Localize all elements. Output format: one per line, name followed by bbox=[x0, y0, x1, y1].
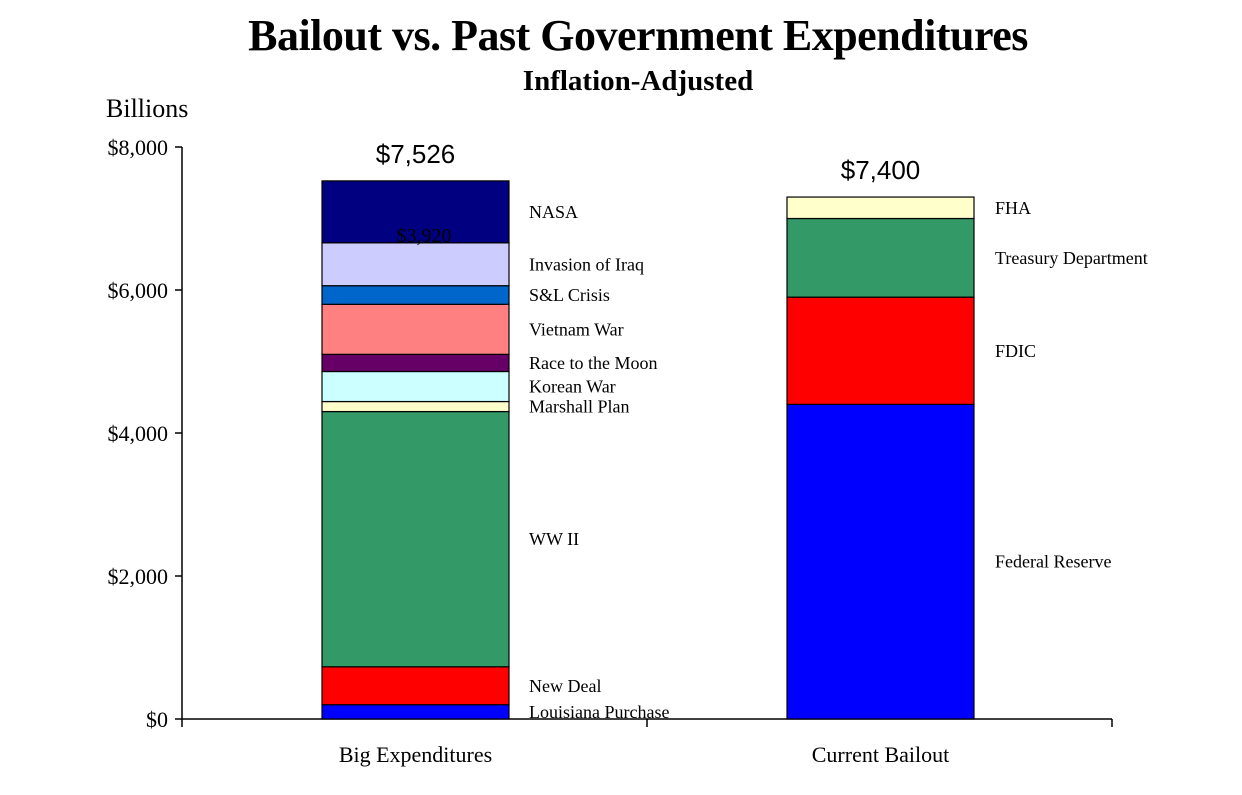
segment-label-nasa: NASA bbox=[529, 202, 578, 222]
segment-label-korean-war: Korean War bbox=[529, 377, 616, 397]
stray-value-label: $3,920 bbox=[397, 225, 452, 247]
segment-label-invasion-of-iraq: Invasion of Iraq bbox=[529, 254, 644, 274]
bar-segment-louisiana-purchase bbox=[321, 704, 510, 720]
segment-label-federal-reserve: Federal Reserve bbox=[995, 552, 1111, 572]
bar-segment-ww-ii bbox=[321, 410, 510, 668]
bar-segment-korean-war bbox=[321, 370, 510, 403]
bar-segment-marshall-plan bbox=[321, 400, 510, 413]
segment-label-fha: FHA bbox=[995, 198, 1031, 218]
x-tick-label: Current Bailout bbox=[812, 742, 949, 767]
total-label: $7,400 bbox=[841, 155, 921, 185]
y-tick-label: $6,000 bbox=[108, 278, 169, 303]
segment-label-louisiana-purchase: Louisiana Purchase bbox=[529, 702, 669, 722]
y-tick-label: $8,000 bbox=[108, 135, 169, 160]
bar-segment-race-to-the-moon bbox=[321, 353, 510, 373]
bars bbox=[321, 180, 975, 720]
bar-segment-fha bbox=[786, 196, 975, 220]
bar-segment-invasion-of-iraq bbox=[321, 242, 510, 287]
chart-subtitle: Inflation-Adjusted bbox=[522, 65, 754, 97]
bar-segment-vietnam-war bbox=[321, 303, 510, 355]
segment-label-marshall-plan: Marshall Plan bbox=[529, 397, 630, 417]
segment-label-fdic: FDIC bbox=[995, 341, 1036, 361]
bar-segment-federal-reserve bbox=[786, 403, 975, 720]
y-tick-label: $4,000 bbox=[108, 421, 169, 446]
y-tick-label: $2,000 bbox=[108, 564, 169, 589]
segment-label-sandl-crisis: S&L Crisis bbox=[529, 285, 610, 305]
chart-title: Bailout vs. Past Government Expenditures bbox=[248, 11, 1028, 60]
segment-labels: Louisiana Purchase New Deal WW II Marshall … bbox=[376, 139, 1148, 722]
segment-label-vietnam-war: Vietnam War bbox=[529, 319, 624, 339]
x-tick-label: Big Expenditures bbox=[339, 742, 492, 767]
segment-label-race-to-the-moon: Race to the Moon bbox=[529, 353, 657, 373]
bar-segment-new-deal bbox=[321, 666, 510, 706]
y-tick-label: $0 bbox=[146, 707, 168, 732]
bar-segment-sandl-crisis bbox=[321, 285, 510, 305]
total-label: $7,526 bbox=[376, 139, 456, 169]
segment-label-ww-ii: WW II bbox=[529, 529, 579, 549]
bar-segment-fdic bbox=[786, 296, 975, 405]
segment-label-treasury-department: Treasury Department bbox=[995, 248, 1148, 268]
bar-segment-nasa bbox=[321, 180, 510, 244]
bar-segment-treasury-department bbox=[786, 217, 975, 298]
axes: $0 $2,000 $4,000 $6,000 $8,000 Big Expenditur… bbox=[108, 135, 1113, 767]
y-axis-label: Billions bbox=[106, 94, 188, 123]
segment-label-new-deal: New Deal bbox=[529, 676, 601, 696]
